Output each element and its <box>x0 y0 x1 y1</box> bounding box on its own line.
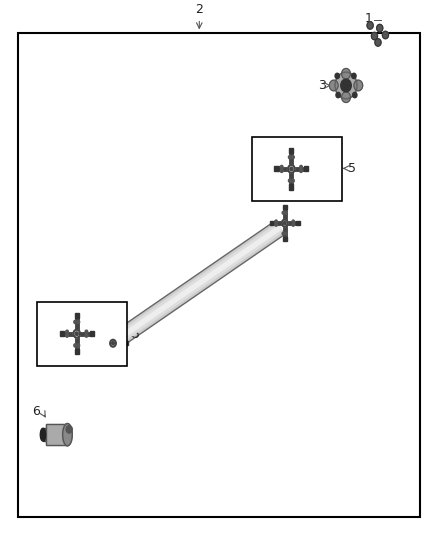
Circle shape <box>110 332 113 334</box>
Circle shape <box>77 344 80 347</box>
Circle shape <box>375 39 381 46</box>
Ellipse shape <box>40 429 46 441</box>
Circle shape <box>74 320 77 324</box>
Bar <box>37 302 127 366</box>
Circle shape <box>289 156 291 159</box>
Circle shape <box>292 156 294 159</box>
Bar <box>270 221 273 225</box>
Circle shape <box>282 232 285 235</box>
Circle shape <box>113 352 116 355</box>
Circle shape <box>352 73 356 78</box>
Circle shape <box>120 340 123 343</box>
Bar <box>74 313 79 318</box>
Circle shape <box>353 92 357 98</box>
Circle shape <box>110 340 116 347</box>
Bar <box>252 137 342 201</box>
Circle shape <box>282 220 288 227</box>
Circle shape <box>300 165 302 168</box>
Circle shape <box>112 342 114 345</box>
Bar <box>124 341 128 345</box>
Text: 2: 2 <box>195 3 203 17</box>
Bar <box>274 166 279 172</box>
Circle shape <box>285 212 287 214</box>
Circle shape <box>342 68 350 79</box>
Ellipse shape <box>63 424 72 446</box>
Bar <box>46 424 67 445</box>
Bar <box>289 184 293 190</box>
Circle shape <box>367 22 373 29</box>
Bar <box>89 331 94 336</box>
Bar <box>46 424 67 445</box>
Circle shape <box>292 223 294 226</box>
Circle shape <box>66 334 68 337</box>
Circle shape <box>329 80 338 91</box>
Circle shape <box>110 352 113 355</box>
Circle shape <box>103 340 106 343</box>
Text: 4: 4 <box>334 140 341 150</box>
Circle shape <box>292 220 294 223</box>
Circle shape <box>282 212 285 214</box>
Circle shape <box>85 330 88 334</box>
Circle shape <box>354 80 363 91</box>
Bar <box>111 357 115 361</box>
Circle shape <box>342 92 350 102</box>
Circle shape <box>74 330 80 338</box>
Circle shape <box>103 343 106 346</box>
Circle shape <box>371 33 378 40</box>
Text: 4: 4 <box>113 317 120 327</box>
Bar <box>304 166 308 172</box>
Circle shape <box>280 165 283 168</box>
Circle shape <box>280 169 283 173</box>
Circle shape <box>382 31 389 39</box>
Circle shape <box>74 344 77 347</box>
Circle shape <box>85 334 88 337</box>
Circle shape <box>292 179 294 182</box>
Bar <box>283 237 286 241</box>
Circle shape <box>336 92 340 98</box>
Circle shape <box>66 426 72 433</box>
Circle shape <box>275 220 277 223</box>
Circle shape <box>120 343 123 346</box>
Circle shape <box>66 330 68 334</box>
Text: 6: 6 <box>32 405 40 418</box>
Circle shape <box>77 320 80 324</box>
Text: 1: 1 <box>364 12 372 25</box>
Circle shape <box>290 167 293 171</box>
Bar <box>289 148 293 154</box>
Bar <box>43 429 47 441</box>
Circle shape <box>288 165 295 173</box>
Circle shape <box>335 72 357 99</box>
Circle shape <box>341 79 351 92</box>
Circle shape <box>335 73 339 78</box>
Circle shape <box>377 25 383 32</box>
Circle shape <box>300 169 302 173</box>
Bar <box>98 341 102 345</box>
Circle shape <box>289 179 291 182</box>
Bar <box>74 349 79 354</box>
Text: 3: 3 <box>318 79 326 92</box>
Circle shape <box>283 222 286 225</box>
Text: 5: 5 <box>348 162 356 175</box>
Bar <box>283 205 286 209</box>
Circle shape <box>285 232 287 235</box>
Circle shape <box>275 223 277 226</box>
Bar <box>111 325 115 329</box>
Text: 5: 5 <box>132 328 140 341</box>
Circle shape <box>75 332 78 335</box>
Bar <box>60 331 64 336</box>
Circle shape <box>113 332 116 334</box>
Bar <box>296 221 300 225</box>
